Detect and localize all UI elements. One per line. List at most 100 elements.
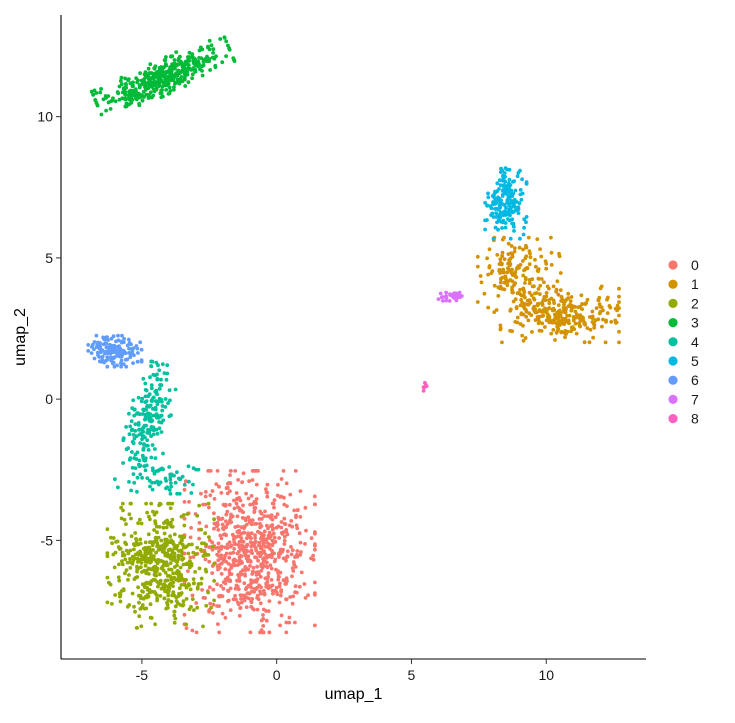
data-point [148, 555, 153, 560]
data-point [217, 549, 221, 554]
data-point [143, 581, 148, 586]
data-point [157, 386, 162, 391]
data-point [211, 587, 216, 592]
legend-key-1 [668, 279, 678, 289]
data-point [232, 506, 237, 511]
data-point [103, 359, 108, 363]
data-point [447, 299, 452, 303]
data-point [234, 535, 239, 539]
data-point [444, 290, 448, 295]
data-point [220, 516, 225, 521]
data-point [237, 613, 242, 618]
data-point [290, 601, 295, 606]
data-point [483, 218, 487, 223]
data-point [289, 545, 293, 549]
data-point [259, 618, 264, 623]
data-point [264, 581, 269, 586]
data-point [207, 505, 211, 510]
data-point [512, 249, 517, 254]
data-point [249, 585, 254, 590]
data-point [227, 555, 232, 560]
data-point [117, 562, 121, 567]
data-point [559, 329, 564, 334]
data-point [167, 465, 172, 469]
data-point [276, 574, 281, 579]
data-point [157, 572, 162, 577]
data-point [224, 512, 229, 517]
data-point [254, 497, 259, 501]
data-point [171, 580, 176, 585]
data-point [279, 531, 284, 535]
data-point [507, 177, 512, 182]
data-point [106, 100, 111, 105]
data-point [608, 305, 613, 310]
data-point [285, 579, 289, 583]
data-point [135, 489, 139, 494]
data-point [165, 363, 170, 368]
data-point [99, 112, 104, 117]
data-point [155, 566, 160, 571]
data-point [576, 305, 581, 310]
data-point [263, 509, 267, 514]
data-point [254, 570, 259, 575]
data-point [168, 561, 173, 565]
data-point [153, 519, 158, 523]
data-point [137, 101, 142, 106]
data-point [190, 597, 195, 601]
data-point [139, 565, 143, 570]
data-point [277, 536, 281, 540]
data-point [172, 620, 177, 625]
data-point [511, 290, 515, 295]
data-point [178, 54, 182, 59]
data-point [105, 551, 110, 556]
data-point [86, 349, 91, 353]
data-point [526, 318, 531, 323]
data-point [175, 80, 180, 85]
data-point [126, 573, 131, 577]
data-point [210, 540, 215, 545]
data-point [184, 577, 188, 582]
data-point [135, 359, 140, 364]
data-point [238, 553, 243, 558]
data-point [239, 597, 243, 601]
data-point [574, 331, 579, 336]
data-point [208, 493, 213, 498]
data-point [140, 476, 145, 480]
data-point [144, 571, 149, 576]
data-point [175, 491, 180, 496]
data-point [138, 596, 143, 600]
data-point [199, 527, 204, 532]
data-point [556, 309, 561, 314]
data-point [294, 590, 299, 595]
data-point [213, 65, 218, 70]
data-point [243, 573, 248, 578]
data-point [547, 286, 551, 291]
data-point [169, 484, 174, 489]
data-point [153, 373, 158, 378]
data-point [229, 512, 233, 517]
data-point [584, 301, 588, 305]
data-point [225, 509, 230, 514]
data-point [483, 200, 487, 205]
data-point [538, 283, 543, 288]
data-point [124, 425, 128, 429]
data-point [112, 345, 117, 350]
data-point [154, 593, 159, 598]
y-tick-label: -5 [41, 532, 54, 548]
y-tick-label: 10 [37, 109, 53, 125]
data-point [138, 95, 142, 100]
data-point [196, 467, 201, 472]
data-point [185, 69, 190, 74]
data-point [601, 317, 605, 322]
data-point [217, 604, 222, 608]
data-point [504, 277, 509, 282]
data-point [155, 377, 160, 382]
data-point [248, 630, 253, 635]
data-point [239, 531, 244, 536]
data-point [173, 480, 178, 485]
data-point [246, 533, 250, 537]
data-point [94, 333, 99, 338]
data-point [486, 191, 490, 196]
data-point [523, 336, 528, 340]
data-point [179, 550, 184, 555]
